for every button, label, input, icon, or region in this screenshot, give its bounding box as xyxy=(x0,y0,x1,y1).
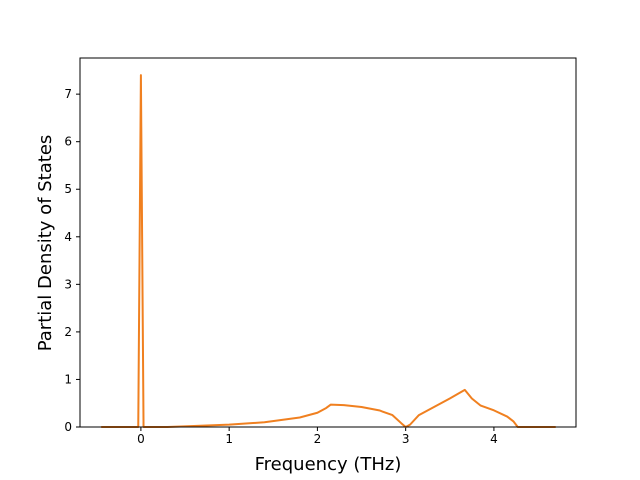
x-tick-label: 2 xyxy=(314,432,322,446)
data-line xyxy=(101,74,556,428)
y-tick-label: 0 xyxy=(64,420,72,434)
y-tick-label: 7 xyxy=(64,87,72,101)
x-tick-label: 3 xyxy=(402,432,410,446)
y-tick-label: 3 xyxy=(64,277,72,291)
y-tick-label: 1 xyxy=(64,372,72,386)
y-tick-label: 5 xyxy=(64,182,72,196)
x-tick-label: 1 xyxy=(225,432,233,446)
plot-frame xyxy=(79,57,577,428)
x-axis-label: Frequency (THz) xyxy=(255,454,402,475)
y-tick-label: 4 xyxy=(64,230,72,244)
x-tick-label: 0 xyxy=(137,432,145,446)
x-tick-label: 4 xyxy=(490,432,498,446)
y-tick-label: 6 xyxy=(64,135,72,149)
y-tick-label: 2 xyxy=(64,325,72,339)
y-axis-label: Partial Density of States xyxy=(35,135,56,352)
